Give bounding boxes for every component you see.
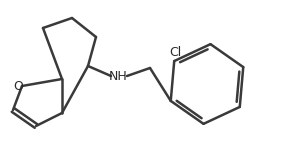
Text: NH: NH [109, 70, 127, 82]
Text: O: O [13, 80, 23, 92]
Text: Cl: Cl [169, 46, 181, 59]
